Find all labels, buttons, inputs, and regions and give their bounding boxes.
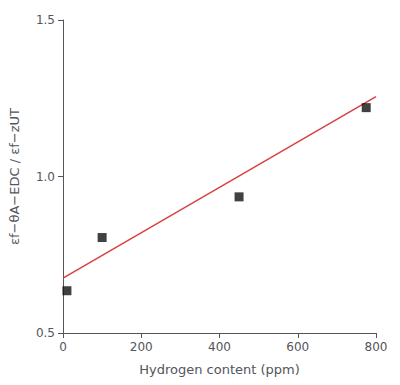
svg-text:Hydrogen content (ppm): Hydrogen content (ppm)	[139, 362, 300, 377]
svg-text:0.5: 0.5	[36, 326, 55, 340]
svg-text:800: 800	[365, 340, 388, 354]
svg-text:1.5: 1.5	[36, 13, 55, 27]
svg-text:600: 600	[286, 340, 309, 354]
svg-text:1.0: 1.0	[36, 170, 55, 184]
svg-text:400: 400	[208, 340, 231, 354]
svg-text:200: 200	[130, 340, 153, 354]
svg-text:0: 0	[59, 340, 67, 354]
svg-text:εf−θA−EDC / εf−zUT: εf−θA−EDC / εf−zUT	[7, 108, 22, 245]
